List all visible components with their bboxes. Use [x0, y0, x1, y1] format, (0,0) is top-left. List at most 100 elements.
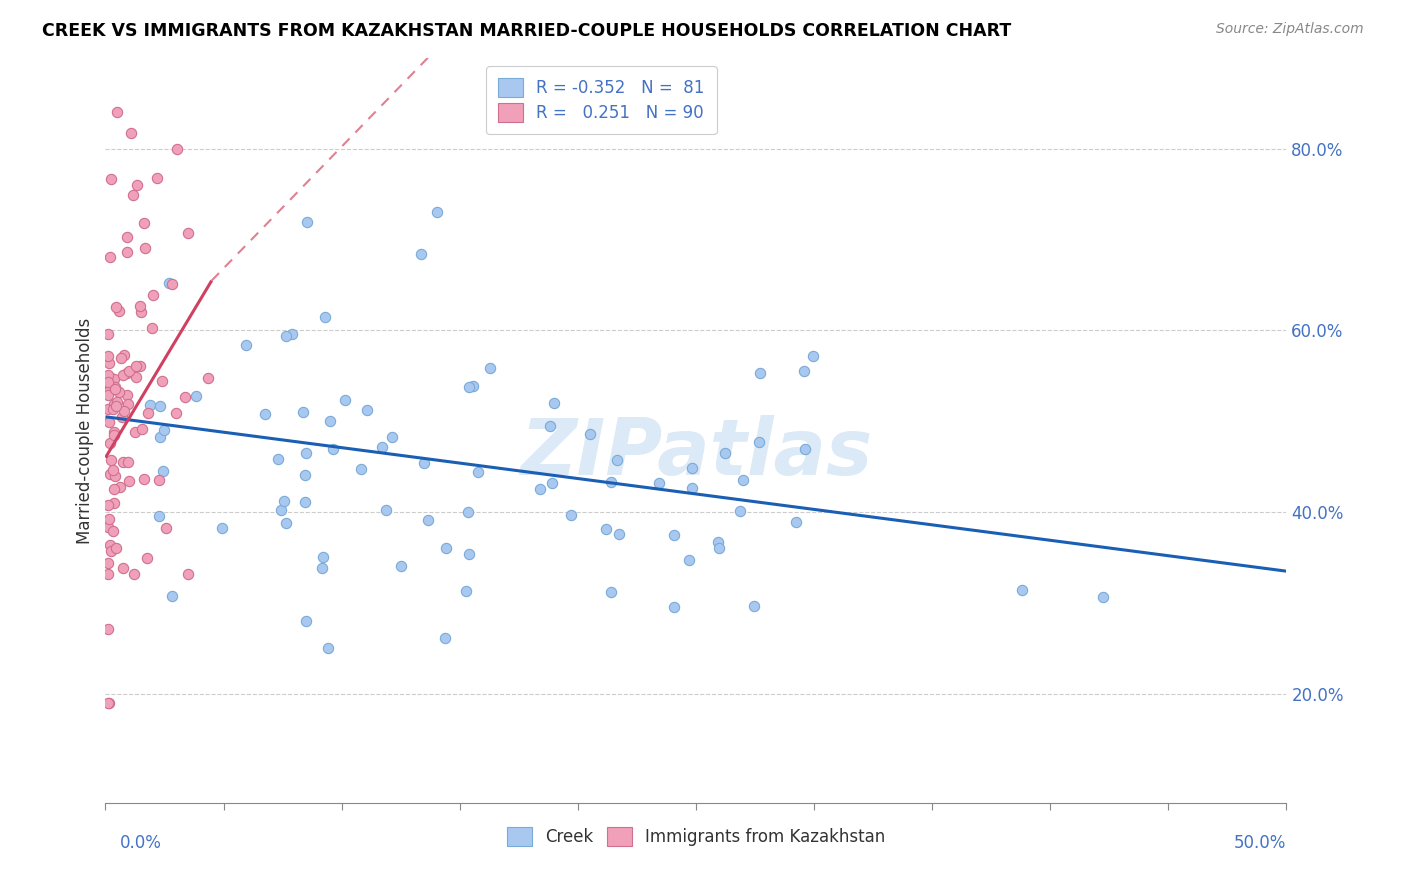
Point: [100, 371, 122, 385]
Point: [132, 216, 155, 230]
Point: [160, 277, 183, 292]
Point: [98, 512, 121, 526]
Point: [97, 556, 120, 570]
Text: 0.0%: 0.0%: [120, 834, 162, 852]
Point: [274, 329, 297, 343]
Point: [319, 414, 342, 428]
Point: [409, 247, 432, 261]
Point: [150, 374, 173, 388]
Point: [129, 359, 152, 374]
Point: [98, 250, 121, 264]
Point: [648, 475, 671, 490]
Point: [141, 321, 163, 335]
Point: [292, 405, 315, 419]
Point: [333, 392, 356, 407]
Point: [97, 402, 120, 417]
Point: [110, 351, 132, 365]
Point: [136, 551, 159, 566]
Point: [681, 481, 703, 495]
Point: [103, 397, 125, 411]
Text: ZIPatlas: ZIPatlas: [520, 415, 872, 491]
Point: [457, 505, 479, 519]
Point: [155, 521, 177, 535]
Point: [314, 310, 336, 325]
Point: [124, 425, 146, 439]
Point: [97, 498, 120, 512]
Point: [97, 387, 120, 401]
Point: [118, 474, 141, 488]
Point: [714, 445, 737, 459]
Point: [166, 142, 188, 156]
Point: [104, 380, 127, 394]
Point: [273, 493, 295, 508]
Point: [111, 560, 134, 574]
Point: [730, 504, 752, 518]
Point: [97, 384, 120, 398]
Point: [177, 227, 200, 241]
Legend: Creek, Immigrants from Kazakhstan: Creek, Immigrants from Kazakhstan: [495, 815, 897, 858]
Point: [149, 399, 172, 413]
Point: [174, 391, 197, 405]
Point: [294, 468, 316, 483]
Point: [461, 378, 484, 392]
Point: [794, 442, 817, 456]
Point: [97, 622, 120, 636]
Point: [434, 631, 457, 645]
Point: [543, 396, 565, 410]
Point: [112, 349, 135, 363]
Point: [294, 494, 316, 508]
Point: [103, 496, 125, 510]
Point: [98, 538, 121, 552]
Point: [605, 452, 627, 467]
Point: [103, 428, 125, 442]
Point: [104, 541, 127, 555]
Point: [125, 178, 148, 193]
Point: [165, 406, 187, 420]
Point: [184, 389, 207, 403]
Point: [731, 473, 754, 487]
Point: [538, 418, 561, 433]
Point: [97, 327, 120, 342]
Point: [97, 368, 120, 383]
Point: [662, 527, 685, 541]
Point: [124, 567, 146, 582]
Point: [356, 403, 378, 417]
Point: [111, 455, 134, 469]
Point: [707, 535, 730, 549]
Point: [801, 349, 824, 363]
Point: [295, 215, 318, 229]
Point: [104, 399, 127, 413]
Point: [105, 301, 128, 315]
Point: [153, 423, 176, 437]
Point: [129, 305, 152, 319]
Point: [115, 244, 138, 259]
Point: [149, 430, 172, 444]
Point: [709, 541, 731, 555]
Point: [312, 549, 335, 564]
Point: [136, 406, 159, 420]
Point: [115, 366, 138, 380]
Point: [125, 359, 148, 373]
Point: [134, 472, 156, 486]
Point: [678, 553, 700, 567]
Point: [103, 482, 125, 496]
Point: [541, 475, 564, 490]
Point: [434, 541, 457, 555]
Point: [103, 524, 125, 538]
Text: 50.0%: 50.0%: [1234, 834, 1286, 852]
Point: [104, 469, 127, 483]
Point: [105, 105, 128, 120]
Point: [295, 446, 318, 460]
Point: [146, 171, 169, 186]
Point: [389, 559, 412, 574]
Point: [276, 516, 298, 530]
Point: [108, 304, 131, 318]
Point: [322, 442, 344, 456]
Point: [560, 508, 582, 523]
Point: [600, 585, 623, 599]
Text: CREEK VS IMMIGRANTS FROM KAZAKHSTAN MARRIED-COUPLE HOUSEHOLDS CORRELATION CHART: CREEK VS IMMIGRANTS FROM KAZAKHSTAN MARR…: [42, 22, 1011, 40]
Point: [139, 398, 162, 412]
Point: [160, 590, 183, 604]
Point: [595, 522, 617, 536]
Point: [148, 509, 170, 524]
